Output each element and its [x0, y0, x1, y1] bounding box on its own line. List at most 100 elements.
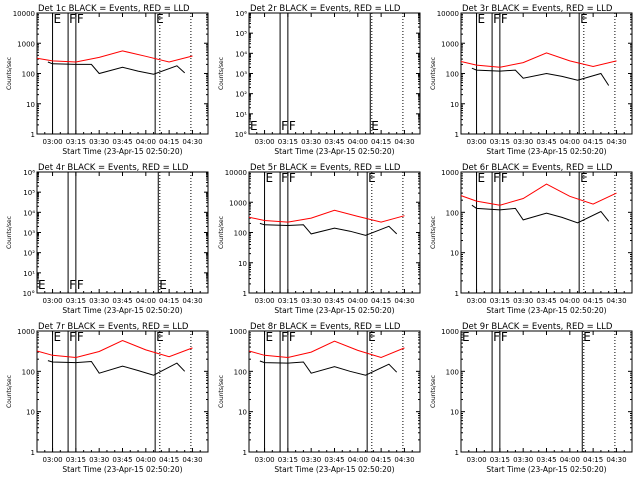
y-axis-label: Counts/sec — [6, 216, 13, 249]
x-tick-label: 03:15 — [490, 297, 510, 305]
marker-label: E — [580, 171, 588, 185]
marker-label: E — [266, 171, 274, 185]
y-tick-label: 10⁵ — [23, 189, 35, 197]
plot-frame — [248, 12, 421, 135]
plot-title: Det 5r BLACK = Events, RED = LLD — [250, 163, 401, 173]
marker-label: E — [368, 330, 376, 344]
y-tick-label: 10 — [26, 101, 35, 109]
x-axis-label: Start Time (23-Apr-15 02:50:20) — [62, 147, 182, 156]
y-tick-label: 10³ — [235, 71, 247, 79]
x-tick-label: 03:00 — [254, 138, 274, 146]
x-tick-label: 04:15 — [159, 456, 179, 464]
y-axis-label: Counts/sec — [218, 57, 225, 90]
x-tick-label: 03:45 — [112, 297, 132, 305]
x-tick-label: 04:00 — [560, 297, 580, 305]
y-tick-label: 10² — [235, 91, 247, 99]
y-axis-label: Counts/sec — [6, 375, 13, 408]
x-tick-label: 03:45 — [536, 138, 556, 146]
x-tick-label: 03:15 — [490, 138, 510, 146]
y-tick-label: 10000 — [225, 169, 247, 177]
detector-plot: Det 1c BLACK = Events, RED = LLD Counts/s… — [6, 4, 209, 156]
x-tick-label: 04:00 — [560, 138, 580, 146]
x-tick-label: 03:15 — [278, 456, 298, 464]
series-line-lld — [460, 183, 617, 206]
x-tick-label: 03:00 — [254, 456, 274, 464]
series-line-events — [47, 61, 186, 75]
y-tick-label: 100 — [446, 71, 459, 79]
marker-label: E — [156, 330, 164, 344]
x-tick-label: 03:45 — [112, 456, 132, 464]
y-tick-label: 1 — [455, 131, 459, 139]
y-tick-label: 1 — [243, 449, 247, 457]
y-tick-label: 100 — [446, 209, 459, 217]
series-line-events — [47, 360, 186, 376]
y-axis-label: Counts/sec — [218, 216, 225, 249]
plot-title: Det 2r BLACK = Events, RED = LLD — [250, 4, 401, 14]
y-tick-label: 10⁶ — [235, 10, 247, 18]
series-line-lld — [248, 340, 405, 359]
marker-label: E — [583, 330, 591, 344]
x-tick-label: 03:00 — [42, 138, 62, 146]
marker-label: E — [462, 330, 470, 344]
plot-frame — [36, 171, 209, 294]
x-tick-label: 03:30 — [301, 297, 321, 305]
x-tick-label: 03:45 — [536, 456, 556, 464]
y-tick-label: 10 — [238, 260, 247, 268]
y-tick-label: 10 — [450, 409, 459, 417]
x-tick-label: 04:15 — [159, 138, 179, 146]
y-axis-label: Counts/sec — [430, 216, 437, 249]
y-tick-label: 100 — [22, 368, 35, 376]
x-tick-label: 03:00 — [42, 456, 62, 464]
marker-label: F — [501, 12, 508, 26]
x-tick-label: 04:15 — [371, 138, 391, 146]
y-tick-label: 1000 — [17, 328, 35, 336]
plot-title: Det 3r BLACK = Events, RED = LLD — [462, 4, 613, 14]
x-tick-label: 03:15 — [66, 297, 86, 305]
marker-label: E — [38, 278, 46, 292]
x-tick-label: 03:30 — [513, 456, 533, 464]
x-tick-label: 04:30 — [606, 297, 626, 305]
marker-label: F — [501, 171, 508, 185]
y-tick-label: 10° — [235, 131, 247, 139]
marker-label: F — [77, 12, 84, 26]
x-tick-label: 04:30 — [182, 138, 202, 146]
x-tick-label: 03:15 — [66, 138, 86, 146]
x-tick-label: 04:30 — [182, 297, 202, 305]
y-axis-label: Counts/sec — [430, 375, 437, 408]
marker-label: F — [289, 171, 296, 185]
x-tick-label: 03:45 — [112, 138, 132, 146]
y-tick-label: 10° — [23, 290, 35, 298]
x-tick-label: 03:15 — [278, 297, 298, 305]
y-tick-label: 1 — [31, 131, 35, 139]
x-tick-label: 03:45 — [324, 456, 344, 464]
marker-label: F — [69, 330, 76, 344]
x-tick-label: 04:00 — [136, 138, 156, 146]
y-tick-label: 10⁶ — [23, 169, 35, 177]
y-tick-label: 10000 — [13, 10, 35, 18]
marker-label: F — [289, 330, 296, 344]
y-tick-label: 10 — [450, 250, 459, 258]
plot-frame — [248, 330, 421, 453]
y-tick-label: 10⁵ — [235, 30, 247, 38]
y-tick-label: 100 — [234, 368, 247, 376]
x-axis-label: Start Time (23-Apr-15 02:50:20) — [62, 465, 182, 474]
y-tick-label: 10⁴ — [23, 209, 35, 217]
x-axis-label: Start Time (23-Apr-15 02:50:20) — [486, 465, 606, 474]
x-tick-label: 04:15 — [583, 138, 603, 146]
plot-frame — [248, 171, 421, 294]
series-line-events — [259, 222, 398, 236]
detector-plot: Det 9r BLACK = Events, RED = LLD Counts/s… — [430, 322, 633, 474]
x-tick-label: 03:00 — [466, 138, 486, 146]
x-tick-label: 03:00 — [42, 297, 62, 305]
marker-label: E — [580, 12, 588, 26]
x-tick-label: 04:15 — [371, 456, 391, 464]
y-tick-label: 10¹ — [23, 270, 35, 278]
x-axis-label: Start Time (23-Apr-15 02:50:20) — [486, 147, 606, 156]
series-line-lld — [248, 209, 405, 223]
x-tick-label: 04:30 — [182, 456, 202, 464]
x-tick-label: 03:30 — [301, 138, 321, 146]
marker-label: F — [77, 278, 84, 292]
y-tick-label: 1 — [31, 449, 35, 457]
x-tick-label: 04:00 — [348, 138, 368, 146]
y-tick-label: 1000 — [441, 40, 459, 48]
